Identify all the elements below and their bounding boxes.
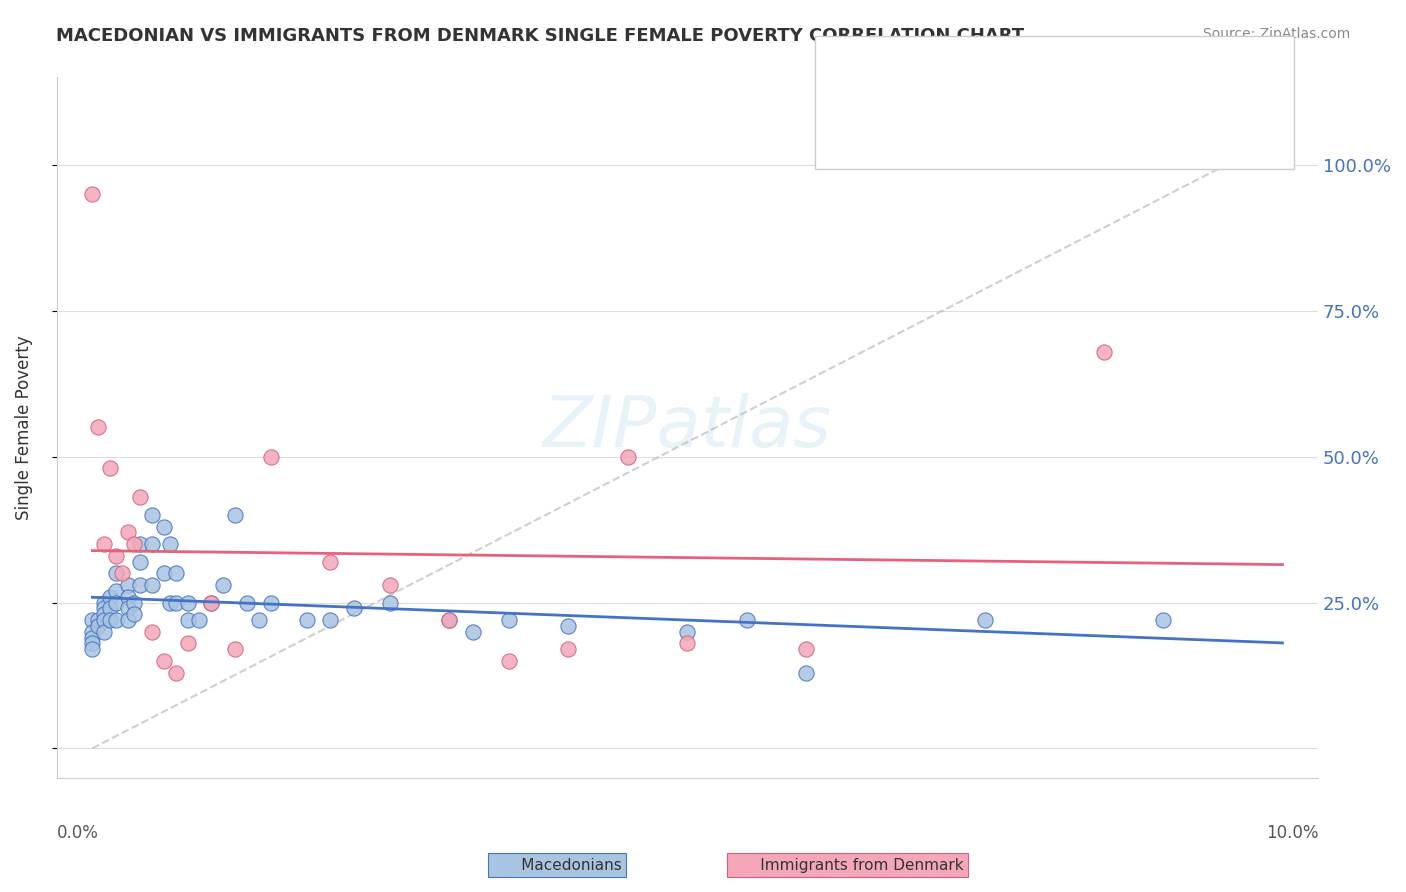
Point bbox=[105, 613, 128, 627]
Point bbox=[796, 665, 818, 680]
Point bbox=[260, 595, 283, 609]
Point bbox=[176, 595, 198, 609]
Text: 10.0%: 10.0% bbox=[1265, 824, 1319, 842]
Point bbox=[557, 642, 579, 657]
Point bbox=[1092, 344, 1115, 359]
Point bbox=[319, 555, 342, 569]
Point bbox=[343, 601, 366, 615]
Point bbox=[117, 613, 139, 627]
Y-axis label: Single Female Poverty: Single Female Poverty bbox=[15, 335, 32, 520]
Point bbox=[93, 601, 115, 615]
Point bbox=[260, 450, 283, 464]
Point bbox=[98, 601, 121, 615]
Point bbox=[676, 624, 699, 639]
Point bbox=[378, 595, 401, 609]
Point bbox=[117, 578, 139, 592]
Point bbox=[82, 631, 104, 645]
Point bbox=[676, 636, 699, 650]
Point bbox=[87, 420, 110, 434]
Point bbox=[93, 607, 115, 622]
Point bbox=[141, 624, 163, 639]
Point bbox=[129, 578, 152, 592]
Point bbox=[105, 583, 128, 598]
Point bbox=[93, 613, 115, 627]
Point bbox=[82, 642, 104, 657]
Point bbox=[93, 595, 115, 609]
Point bbox=[82, 624, 104, 639]
Point bbox=[974, 613, 997, 627]
Point bbox=[152, 654, 174, 668]
Point bbox=[111, 566, 134, 581]
Point bbox=[247, 613, 270, 627]
Point bbox=[319, 613, 342, 627]
Point bbox=[122, 595, 145, 609]
Point bbox=[82, 613, 104, 627]
Text: Source: ZipAtlas.com: Source: ZipAtlas.com bbox=[1202, 27, 1350, 41]
Text: Immigrants from Denmark: Immigrants from Denmark bbox=[731, 858, 963, 872]
Point bbox=[439, 613, 461, 627]
Text: MACEDONIAN VS IMMIGRANTS FROM DENMARK SINGLE FEMALE POVERTY CORRELATION CHART: MACEDONIAN VS IMMIGRANTS FROM DENMARK SI… bbox=[56, 27, 1025, 45]
Point bbox=[188, 613, 211, 627]
Point bbox=[98, 613, 121, 627]
Text: ZIPatlas: ZIPatlas bbox=[543, 393, 832, 462]
Point bbox=[87, 613, 110, 627]
Point bbox=[224, 642, 246, 657]
Point bbox=[200, 595, 222, 609]
Point bbox=[200, 595, 222, 609]
Point bbox=[122, 537, 145, 551]
Point bbox=[141, 508, 163, 522]
Point bbox=[105, 566, 128, 581]
Point bbox=[141, 578, 163, 592]
Point bbox=[557, 619, 579, 633]
Text: R = -0.010   N = 59: R = -0.010 N = 59 bbox=[907, 67, 1114, 85]
Point bbox=[165, 595, 187, 609]
Point bbox=[295, 613, 318, 627]
Point bbox=[165, 566, 187, 581]
Point bbox=[152, 566, 174, 581]
Point bbox=[105, 549, 128, 563]
Point bbox=[236, 595, 259, 609]
Point bbox=[122, 607, 145, 622]
Point bbox=[117, 525, 139, 540]
Text: Macedonians: Macedonians bbox=[492, 858, 621, 872]
Point bbox=[378, 578, 401, 592]
Point bbox=[176, 613, 198, 627]
Point bbox=[152, 519, 174, 533]
Point bbox=[463, 624, 485, 639]
Point bbox=[117, 590, 139, 604]
Point bbox=[224, 508, 246, 522]
Text: R =  0.494   N = 25: R = 0.494 N = 25 bbox=[907, 112, 1114, 129]
Point bbox=[165, 665, 187, 680]
Point bbox=[87, 619, 110, 633]
Point bbox=[735, 613, 758, 627]
Point bbox=[498, 613, 520, 627]
Point bbox=[498, 654, 520, 668]
Point bbox=[93, 624, 115, 639]
Point bbox=[1152, 613, 1174, 627]
Point bbox=[129, 491, 152, 505]
Point bbox=[176, 636, 198, 650]
Point bbox=[617, 450, 640, 464]
Point bbox=[98, 590, 121, 604]
Point bbox=[82, 636, 104, 650]
Point bbox=[159, 537, 181, 551]
Point bbox=[141, 537, 163, 551]
Point bbox=[82, 187, 104, 202]
Point bbox=[796, 642, 818, 657]
Point bbox=[98, 461, 121, 475]
Point bbox=[129, 555, 152, 569]
Point bbox=[129, 537, 152, 551]
Point bbox=[159, 595, 181, 609]
Point bbox=[439, 613, 461, 627]
Text: 0.0%: 0.0% bbox=[56, 824, 98, 842]
Point bbox=[105, 595, 128, 609]
Point bbox=[117, 601, 139, 615]
Point bbox=[93, 537, 115, 551]
Point bbox=[212, 578, 235, 592]
